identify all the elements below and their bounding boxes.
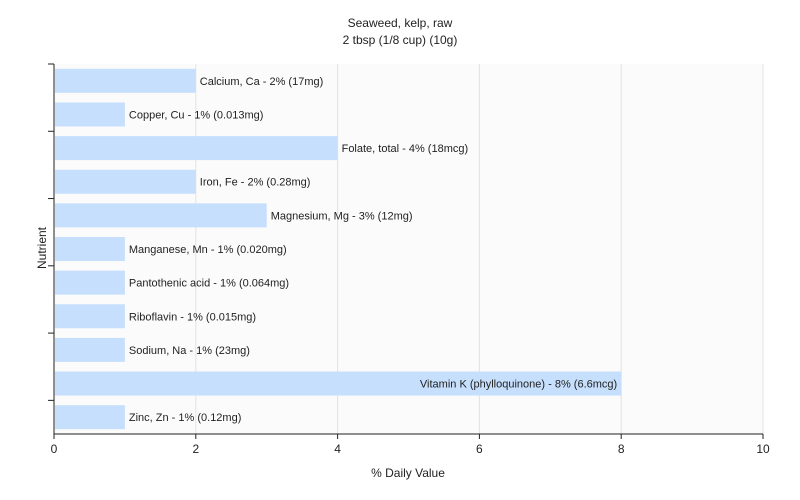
x-tick-label: 4 [334,442,341,456]
bar [55,304,125,329]
bar [55,237,125,261]
y-axis-label: Nutrient [35,226,49,269]
bar-label: Manganese, Mn - 1% (0.020mg) [129,244,287,256]
bar-label: Iron, Fe - 2% (0.28mg) [200,177,311,189]
bar-label: Vitamin K (phylloquinone) - 8% (6.6mcg) [420,379,617,391]
chart-title: Seaweed, kelp, raw [348,16,453,30]
bar [55,169,196,194]
bar-label: Pantothenic acid - 1% (0.064mg) [129,278,289,290]
grid [54,64,764,434]
bar-label: Sodium, Na - 1% (23mg) [129,345,250,357]
bar [55,270,125,295]
bar [55,405,125,430]
x-tick-label: 0 [51,442,58,456]
bar-label: Magnesium, Mg - 3% (12mg) [271,210,413,222]
x-tick-label: 8 [618,442,625,456]
x-tick-label: 10 [756,442,770,456]
bar-label: Zinc, Zn - 1% (0.12mg) [129,412,241,424]
bars: Calcium, Ca - 2% (17mg) Copper, Cu - 1% (… [55,68,622,430]
x-tick-label: 2 [192,442,199,456]
bar [55,68,196,93]
bar-label: Riboflavin - 1% (0.015mg) [129,311,256,323]
bar-label: Copper, Cu - 1% (0.013mg) [129,109,264,121]
bar [55,136,338,161]
grid-band [621,64,763,434]
axes: 0 2 4 6 8 10 [48,63,770,456]
x-tick-label: 6 [476,442,483,456]
chart-subtitle: 2 tbsp (1/8 cup) (10g) [343,33,458,47]
x-axis-label: % Daily Value [371,466,445,480]
bar [55,203,267,228]
bar-label: Folate, total - 4% (18mcg) [342,143,469,155]
bar [55,337,125,362]
bar [55,371,622,396]
bar [55,102,125,127]
bar-label: Calcium, Ca - 2% (17mg) [200,76,323,88]
